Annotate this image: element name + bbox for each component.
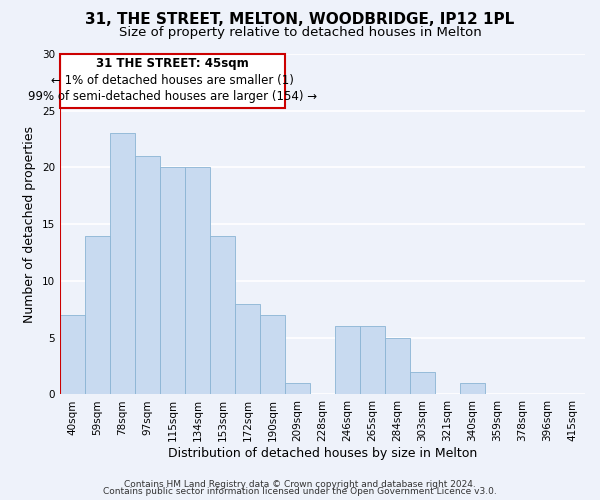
Bar [85, 236, 110, 394]
FancyBboxPatch shape [60, 54, 285, 108]
Bar [210, 236, 235, 394]
Text: Contains public sector information licensed under the Open Government Licence v3: Contains public sector information licen… [103, 488, 497, 496]
Text: Contains HM Land Registry data © Crown copyright and database right 2024.: Contains HM Land Registry data © Crown c… [124, 480, 476, 489]
Bar [235, 304, 260, 394]
Text: Size of property relative to detached houses in Melton: Size of property relative to detached ho… [119, 26, 481, 39]
X-axis label: Distribution of detached houses by size in Melton: Distribution of detached houses by size … [168, 447, 477, 460]
Bar [260, 315, 285, 394]
Text: 31 THE STREET: 45sqm: 31 THE STREET: 45sqm [96, 58, 249, 70]
Bar [385, 338, 410, 394]
Text: ← 1% of detached houses are smaller (1): ← 1% of detached houses are smaller (1) [51, 74, 294, 87]
Y-axis label: Number of detached properties: Number of detached properties [23, 126, 36, 322]
Bar [460, 383, 485, 394]
Bar [135, 156, 160, 394]
Bar [285, 383, 310, 394]
Bar [110, 134, 135, 394]
Bar [360, 326, 385, 394]
Text: 99% of semi-detached houses are larger (154) →: 99% of semi-detached houses are larger (… [28, 90, 317, 104]
Bar [185, 168, 210, 394]
Bar [160, 168, 185, 394]
Bar [335, 326, 360, 394]
Bar [410, 372, 435, 394]
Text: 31, THE STREET, MELTON, WOODBRIDGE, IP12 1PL: 31, THE STREET, MELTON, WOODBRIDGE, IP12… [85, 12, 515, 28]
Bar [60, 315, 85, 394]
